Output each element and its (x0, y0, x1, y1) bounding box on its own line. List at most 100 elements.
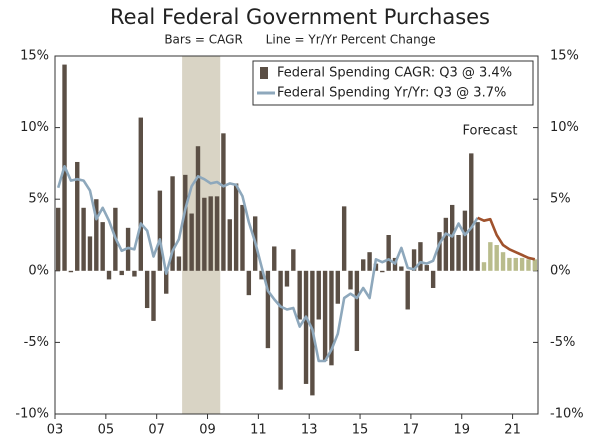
bar (75, 161, 80, 271)
bar (380, 270, 385, 273)
y-tick-label: 10% (20, 120, 49, 135)
bar (532, 259, 538, 271)
bar (157, 190, 163, 271)
bar (202, 197, 207, 271)
x-tick-label: 05 (98, 423, 115, 438)
bar (437, 232, 442, 271)
bar (106, 270, 112, 280)
x-tick-label: 09 (199, 423, 216, 438)
y2-tick-label: 5% (550, 192, 571, 207)
annotation: Forecast (462, 124, 517, 139)
bar (456, 235, 461, 271)
bar (322, 270, 328, 362)
legend-label: Federal Spending CAGR: Q3 @ 3.4% (277, 66, 512, 81)
bar (164, 270, 169, 294)
bar (405, 270, 410, 310)
bar (259, 270, 264, 280)
bar (411, 249, 417, 271)
bar (386, 235, 391, 271)
plot-frame (54, 55, 539, 415)
x-tick-label: 03 (47, 423, 64, 438)
forecast-line (477, 216, 536, 261)
bar (183, 174, 188, 271)
bar (399, 266, 404, 271)
bar (265, 270, 271, 349)
y-tick-label: 15% (20, 49, 49, 64)
bar (240, 204, 245, 271)
bar (246, 270, 252, 296)
y-tick-label: -10% (15, 407, 49, 422)
bar (354, 270, 360, 351)
x-tick-label: 21 (504, 423, 521, 438)
chart-title: Real Federal Government Purchases (110, 5, 490, 29)
bar (272, 246, 277, 271)
bar (367, 252, 372, 271)
bar (81, 207, 86, 271)
bar (170, 176, 175, 271)
bar (214, 196, 220, 271)
y2-tick-label: 0% (550, 263, 571, 278)
bar (144, 270, 150, 309)
bar (278, 270, 283, 390)
bar (68, 270, 74, 273)
y2-tick-label: 15% (550, 49, 579, 64)
bar (100, 222, 105, 271)
x-tick-label: 17 (403, 423, 420, 438)
x-tick-label: 15 (352, 423, 369, 438)
bar (233, 183, 239, 271)
bar (316, 270, 321, 320)
bar (519, 257, 525, 271)
bar (424, 265, 429, 271)
bar (335, 270, 341, 304)
y-tick-label: -5% (24, 335, 49, 350)
legend-label: Federal Spending Yr/Yr: Q3 @ 3.7% (277, 86, 506, 101)
bar (494, 245, 499, 271)
y2-tick-label: -10% (550, 407, 584, 422)
y2-tick-label: -5% (550, 335, 575, 350)
bar (500, 252, 506, 271)
bar (119, 270, 124, 276)
bar (291, 249, 296, 271)
bar (348, 270, 353, 290)
bar (138, 117, 143, 271)
bar (341, 206, 347, 271)
bar (221, 133, 226, 271)
bar (87, 236, 93, 271)
bar (227, 219, 232, 271)
legend-swatch (260, 67, 268, 79)
bar (195, 146, 201, 271)
bar (430, 270, 436, 288)
y2-tick-label: 10% (550, 120, 579, 135)
bar (469, 153, 474, 271)
bar (94, 199, 99, 271)
bar (488, 242, 493, 271)
bar (189, 213, 194, 271)
bar (176, 256, 182, 271)
legend-box (252, 60, 534, 106)
line (56, 165, 479, 363)
bar (297, 270, 302, 320)
bar (450, 204, 455, 271)
bar (526, 259, 531, 271)
bar (208, 196, 213, 271)
shaded-period (182, 56, 221, 414)
chart-subtitle: Bars = CAGR Line = Yr/Yr Percent Change (164, 33, 435, 47)
bar (475, 222, 480, 271)
bar (329, 270, 334, 366)
bar (443, 217, 449, 271)
bar (373, 263, 379, 271)
bar (507, 257, 512, 271)
y-tick-label: 5% (28, 192, 49, 207)
y-tick-label: 0% (28, 263, 49, 278)
x-tick-label: 07 (148, 423, 165, 438)
bar (481, 262, 487, 271)
x-tick-label: 19 (453, 423, 470, 438)
bar (55, 207, 61, 271)
x-tick-label: 13 (301, 423, 318, 438)
bar (462, 210, 468, 271)
x-tick-label: 11 (250, 423, 267, 438)
bar (361, 259, 366, 271)
bar (303, 270, 309, 384)
bar (132, 270, 137, 277)
